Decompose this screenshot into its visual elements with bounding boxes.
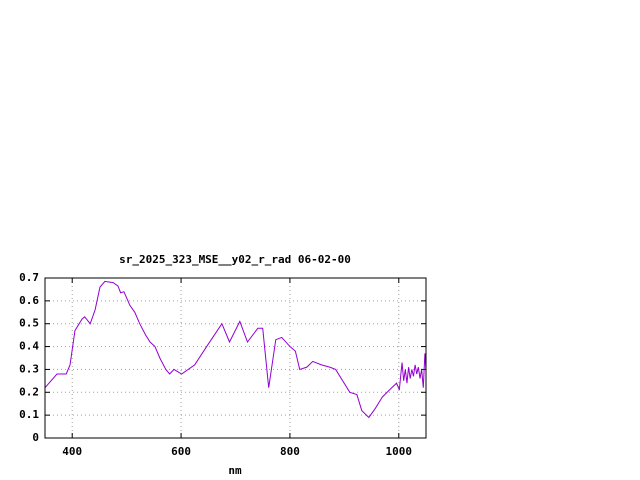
x-tick-label: 400 bbox=[62, 445, 82, 458]
x-tick-label: 1000 bbox=[386, 445, 413, 458]
y-tick-label: 0 bbox=[32, 431, 39, 444]
data-line bbox=[44, 280, 427, 419]
plot-border bbox=[44, 277, 427, 439]
y-tick-label: 0.3 bbox=[19, 362, 39, 375]
chart-title: sr_2025_323_MSE__y02_r_rad 06-02-00 bbox=[119, 253, 351, 266]
x-tick-label: 800 bbox=[280, 445, 300, 458]
y-tick-label: 0.7 bbox=[19, 271, 39, 284]
y-tick-label: 0.4 bbox=[19, 340, 39, 353]
y-tick-label: 0.5 bbox=[19, 317, 39, 330]
y-tick-label: 0.6 bbox=[19, 294, 39, 307]
x-tick-label: 600 bbox=[171, 445, 191, 458]
y-tick-label: 0.2 bbox=[19, 385, 39, 398]
x-axis-label: nm bbox=[228, 464, 242, 477]
y-tick-label: 0.1 bbox=[19, 408, 39, 421]
